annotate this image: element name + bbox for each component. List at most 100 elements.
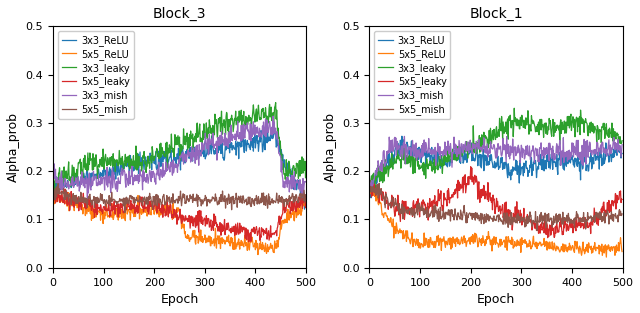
5x5_mish <box>486 214 494 218</box>
5x5_leaky <box>257 235 265 239</box>
3x3_ReLU <box>367 196 375 200</box>
5x5_ReLU <box>170 215 177 218</box>
3x3_ReLU <box>301 198 309 202</box>
Line: 3x3_ReLU: 3x3_ReLU <box>369 136 622 198</box>
5x5_mish <box>375 182 383 185</box>
3x3_ReLU <box>296 184 304 187</box>
5x5_ReLU <box>365 182 373 186</box>
3x3_mish <box>186 151 194 155</box>
5x5_ReLU <box>488 243 495 247</box>
Y-axis label: Alpha_prob: Alpha_prob <box>323 112 337 182</box>
3x3_mish <box>618 143 626 146</box>
3x3_leaky <box>51 189 58 193</box>
3x3_leaky <box>301 176 309 180</box>
3x3_ReLU <box>517 172 525 176</box>
5x5_mish <box>516 218 524 222</box>
3x3_ReLU <box>365 174 373 178</box>
3x3_ReLU <box>271 127 279 131</box>
3x3_leaky <box>486 128 493 132</box>
5x5_mish <box>200 197 208 201</box>
3x3_mish <box>49 172 57 176</box>
3x3_ReLU <box>171 158 179 162</box>
Line: 5x5_mish: 5x5_mish <box>369 183 622 231</box>
3x3_ReLU <box>488 160 496 164</box>
5x5_mish <box>121 211 129 214</box>
X-axis label: Epoch: Epoch <box>477 293 515 306</box>
Line: 3x3_mish: 3x3_mish <box>53 116 305 198</box>
5x5_ReLU <box>370 182 378 186</box>
5x5_ReLU <box>613 247 621 250</box>
5x5_ReLU <box>618 250 626 254</box>
5x5_mish <box>49 190 57 193</box>
3x3_mish <box>488 146 496 150</box>
Line: 5x5_mish: 5x5_mish <box>53 183 305 213</box>
3x3_ReLU <box>186 149 193 153</box>
5x5_leaky <box>486 191 494 195</box>
3x3_mish <box>269 114 277 118</box>
3x3_leaky <box>502 121 510 124</box>
5x5_ReLU <box>301 197 309 201</box>
3x3_leaky <box>573 119 581 123</box>
3x3_ReLU <box>613 153 621 157</box>
5x5_leaky <box>186 226 194 230</box>
5x5_ReLU <box>54 187 62 191</box>
5x5_leaky <box>467 165 475 169</box>
5x5_leaky <box>544 236 552 239</box>
5x5_ReLU <box>200 237 207 241</box>
5x5_mish <box>187 197 195 200</box>
3x3_leaky <box>200 122 207 126</box>
Line: 5x5_leaky: 5x5_leaky <box>53 189 305 242</box>
5x5_leaky <box>516 208 524 212</box>
3x3_mish <box>171 162 179 166</box>
5x5_mish <box>54 182 62 185</box>
3x3_ReLU <box>486 158 494 162</box>
5x5_mish <box>365 183 373 187</box>
3x3_leaky <box>487 134 495 138</box>
5x5_ReLU <box>49 195 57 199</box>
5x5_ReLU <box>257 247 265 250</box>
5x5_ReLU <box>254 253 262 256</box>
3x3_leaky <box>186 144 194 148</box>
5x5_mish <box>488 217 495 221</box>
5x5_leaky <box>171 213 179 217</box>
3x3_leaky <box>257 116 264 120</box>
3x3_mish <box>401 135 408 138</box>
3x3_leaky <box>272 101 280 105</box>
5x5_ReLU <box>186 236 194 240</box>
5x5_mish <box>533 229 541 233</box>
3x3_leaky <box>511 106 518 110</box>
5x5_leaky <box>301 206 309 209</box>
3x3_leaky <box>170 147 177 151</box>
Line: 5x5_ReLU: 5x5_ReLU <box>369 184 622 257</box>
Line: 3x3_leaky: 3x3_leaky <box>53 103 305 191</box>
Y-axis label: Alpha_prob: Alpha_prob <box>7 112 20 182</box>
3x3_mish <box>170 171 177 175</box>
5x5_mish <box>296 192 304 195</box>
3x3_mish <box>573 154 581 158</box>
3x3_ReLU <box>503 172 511 175</box>
3x3_mish <box>486 140 494 143</box>
5x5_ReLU <box>602 255 610 259</box>
3x3_mish <box>84 196 92 200</box>
3x3_ReLU <box>256 133 264 137</box>
5x5_leaky <box>245 240 253 244</box>
3x3_ReLU <box>573 165 581 168</box>
5x5_mish <box>170 199 178 203</box>
3x3_ReLU <box>49 176 57 180</box>
5x5_leaky <box>49 193 57 197</box>
3x3_ReLU <box>398 134 406 138</box>
X-axis label: Epoch: Epoch <box>161 293 198 306</box>
3x3_leaky <box>516 115 524 119</box>
3x3_ReLU <box>301 207 308 211</box>
Title: Block_1: Block_1 <box>469 7 523 21</box>
5x5_leaky <box>296 204 304 208</box>
Line: 3x3_leaky: 3x3_leaky <box>369 108 622 190</box>
5x5_leaky <box>613 201 621 205</box>
Line: 3x3_ReLU: 3x3_ReLU <box>53 129 305 209</box>
Legend: 3x3_ReLU, 5x5_ReLU, 3x3_leaky, 5x5_leaky, 3x3_mish, 5x5_mish: 3x3_ReLU, 5x5_ReLU, 3x3_leaky, 5x5_leaky… <box>374 31 451 119</box>
5x5_ReLU <box>573 240 581 244</box>
3x3_leaky <box>49 169 57 172</box>
5x5_leaky <box>200 218 207 222</box>
5x5_leaky <box>61 187 69 191</box>
5x5_mish <box>172 198 179 202</box>
